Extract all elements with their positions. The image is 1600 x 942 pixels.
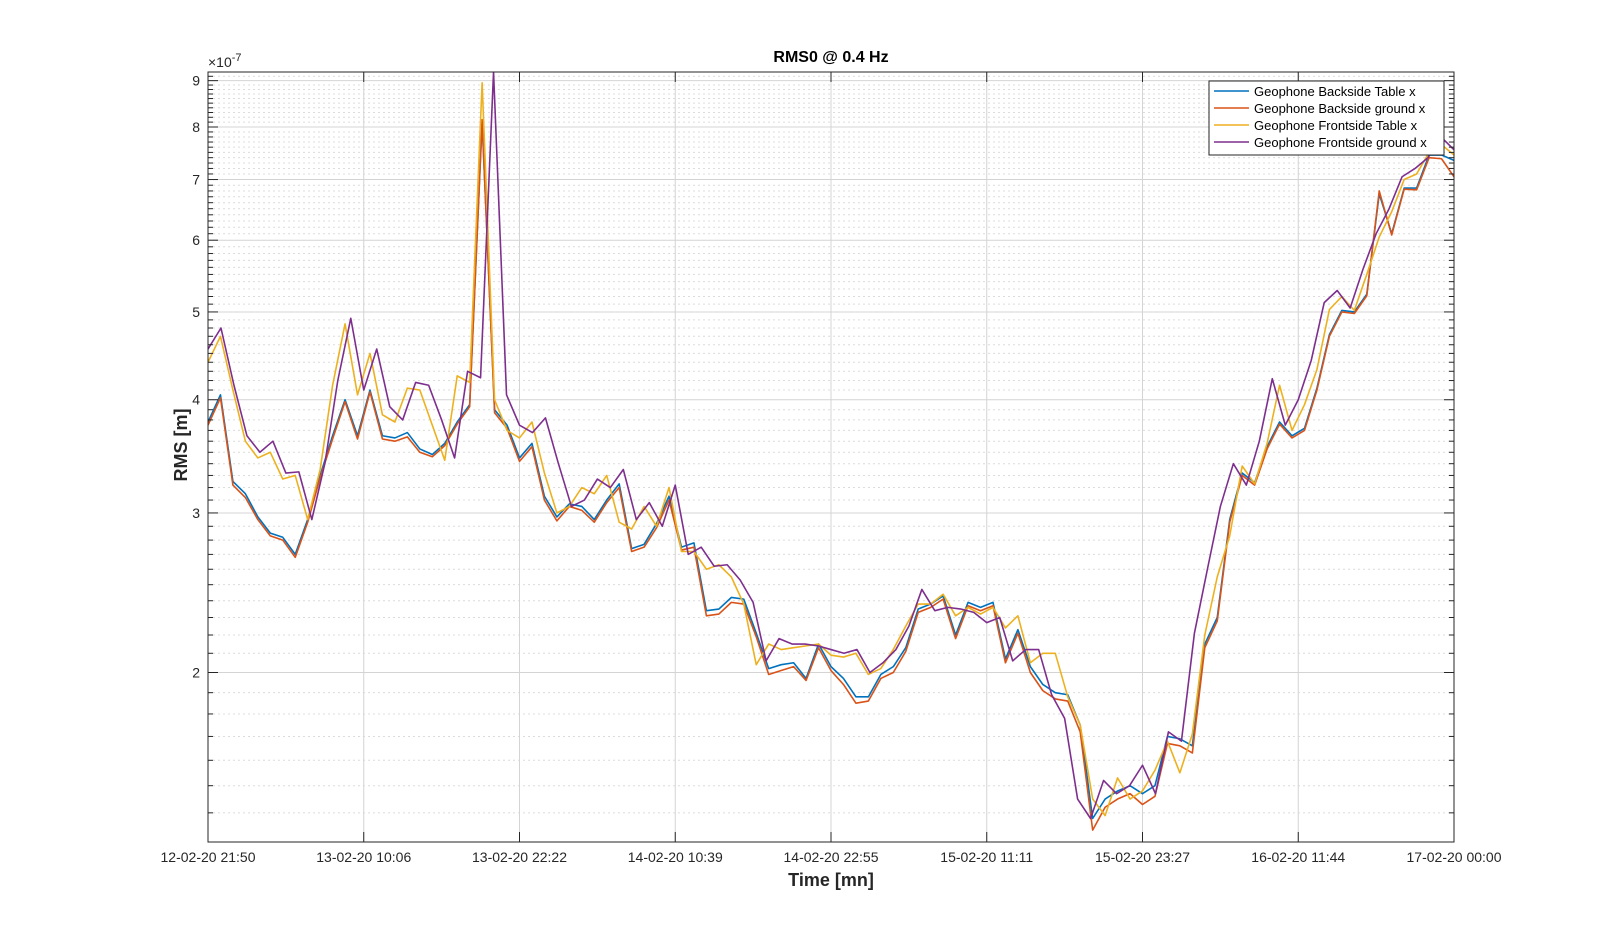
y-axis-title: RMS [m] [171, 409, 191, 482]
x-tick-label: 14-02-20 10:39 [628, 849, 723, 865]
series-line-3 [208, 82, 1454, 817]
y-exponent-label: ×10-7 [208, 52, 242, 70]
x-tick-labels: 12-02-20 21:50 13-02-20 10:06 13-02-20 22:… [161, 849, 1502, 865]
legend-label: Geophone Backside ground x [1254, 101, 1426, 116]
legend-label: Geophone Frontside Table x [1254, 118, 1418, 133]
y-tick-label: 5 [192, 304, 200, 320]
axis-ticks [207, 71, 1455, 843]
y-exponent-power: -7 [232, 52, 242, 64]
x-tick-label: 16-02-20 11:44 [1251, 849, 1345, 865]
y-exponent-base: ×10 [208, 54, 232, 70]
series-lines [208, 72, 1454, 831]
x-tick-label: 13-02-20 22:22 [472, 849, 567, 865]
x-axis-title: Time [mn] [788, 870, 874, 890]
series-line-4 [208, 72, 1454, 820]
y-tick-label: 8 [192, 119, 200, 135]
chart-title: RMS0 @ 0.4 Hz [773, 49, 888, 66]
y-tick-label: 9 [192, 73, 200, 89]
x-tick-label: 14-02-20 22:55 [784, 849, 879, 865]
legend-label: Geophone Backside Table x [1254, 84, 1416, 99]
series-line-2 [208, 118, 1454, 831]
x-tick-label: 17-02-20 00:00 [1407, 849, 1502, 865]
x-tick-label: 13-02-20 10:06 [316, 849, 411, 865]
legend: Geophone Backside Table x Geophone Backsi… [1208, 80, 1445, 156]
legend-label: Geophone Frontside ground x [1254, 135, 1427, 150]
y-tick-label: 4 [192, 392, 200, 408]
y-tick-label: 7 [192, 172, 200, 188]
x-tick-label: 15-02-20 11:11 [940, 849, 1033, 865]
y-tick-label: 6 [192, 232, 200, 248]
x-tick-label: 12-02-20 21:50 [161, 849, 256, 865]
series-line-1 [208, 121, 1454, 820]
y-tick-label: 3 [192, 505, 200, 521]
x-tick-label: 15-02-20 23:27 [1095, 849, 1190, 865]
y-tick-label: 2 [192, 664, 200, 680]
y-tick-labels: 2 3 4 5 6 7 8 9 [192, 73, 200, 681]
